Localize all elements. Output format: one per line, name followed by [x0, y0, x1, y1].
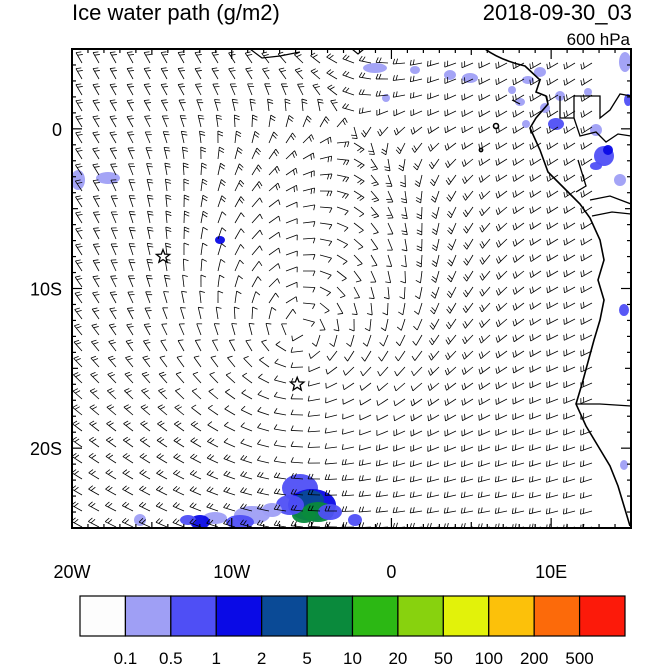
colorbar-swatch [533, 595, 581, 637]
colorbar-swatch [442, 595, 490, 637]
colorbar-swatch [124, 595, 172, 637]
colorbar-label: 500 [565, 649, 593, 667]
axis-labels: 20W 10W 0 10E 0 10S 20S [30, 120, 567, 582]
colorbar-swatch [261, 595, 308, 637]
colorbar-swatch [578, 595, 626, 637]
wind-barbs [72, 51, 593, 528]
station-marker-2 [288, 375, 306, 392]
station-markers [154, 247, 306, 392]
colorbar-label: 200 [520, 649, 548, 667]
colorbar-swatch [170, 595, 217, 637]
x-tick-label: 10W [213, 562, 250, 582]
datetime-label: 2018-09-30_03 [482, 0, 632, 25]
y-tick-label: 10S [30, 280, 62, 300]
colorbar-swatch [351, 595, 399, 637]
colorbar-swatch [488, 595, 535, 637]
ice-water-field [72, 52, 631, 528]
colorbar-label: 0.5 [159, 649, 183, 667]
colorbar-label: 20 [388, 649, 407, 667]
pressure-level-label: 600 hPa [566, 30, 630, 49]
colorbar-swatch [215, 595, 263, 637]
colorbar-label: 0.1 [114, 649, 138, 667]
colorbar-swatch [397, 595, 444, 637]
x-tick-label: 0 [386, 562, 396, 582]
colorbar-label: 50 [434, 649, 453, 667]
coastline [249, 49, 631, 527]
map-title: Ice water path (g/m2) [72, 0, 280, 25]
colorbar: 0.1 0.5 1 2 5 10 20 50 100 200 500 [79, 595, 626, 667]
x-tick-label: 10E [535, 562, 567, 582]
x-tick-label: 20W [53, 562, 90, 582]
colorbar-label: 1 [212, 649, 221, 667]
y-tick-label: 20S [30, 439, 62, 459]
colorbar-label: 10 [343, 649, 362, 667]
colorbar-swatch [306, 595, 354, 637]
colorbar-label: 2 [257, 649, 266, 667]
station-marker-1 [154, 247, 172, 264]
colorbar-label: 5 [302, 649, 311, 667]
y-tick-label: 0 [52, 120, 62, 140]
colorbar-swatch [79, 595, 127, 637]
colorbar-label: 100 [475, 649, 503, 667]
axis-ticks [71, 48, 632, 529]
